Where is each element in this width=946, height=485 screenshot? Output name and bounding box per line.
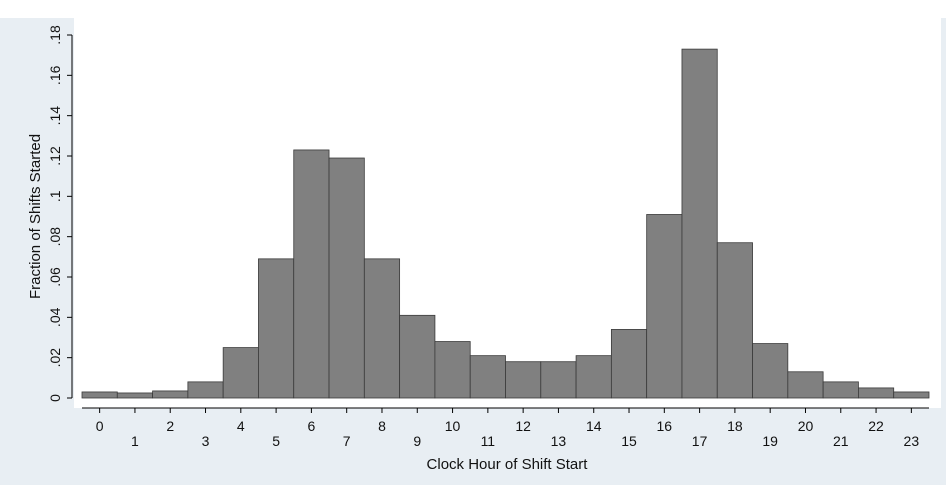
x-tick-label: 0	[96, 418, 104, 434]
bar-hour-10	[434, 341, 471, 399]
y-tick-label: .06	[47, 267, 63, 287]
bar-hour-1	[116, 392, 153, 399]
x-tick-label: 19	[762, 433, 778, 449]
bar-hour-5	[258, 258, 295, 399]
bar-hour-2	[152, 390, 189, 399]
x-tick-label: 6	[308, 418, 316, 434]
plot-area	[74, 18, 941, 408]
y-tick-label: .02	[47, 348, 63, 368]
x-axis-title: Clock Hour of Shift Start	[427, 456, 589, 473]
y-tick-label: .18	[47, 25, 63, 45]
bar-hour-13	[540, 361, 577, 399]
x-tick-label: 3	[202, 433, 210, 449]
bar-hour-3	[187, 381, 224, 399]
x-tick-label: 13	[551, 433, 567, 449]
y-axis-title: Fraction of Shifts Started	[27, 134, 44, 299]
bar-hour-6	[293, 149, 330, 399]
x-tick-label: 20	[798, 418, 814, 434]
bar-hour-22	[858, 387, 895, 399]
x-tick-label: 8	[378, 418, 386, 434]
bar-hour-16	[646, 214, 683, 399]
y-tick-label: 0	[47, 394, 63, 402]
x-tick-label: 18	[727, 418, 743, 434]
bar-hour-15	[610, 329, 648, 399]
bar-hour-0	[81, 391, 118, 399]
y-tick-label: .14	[47, 106, 63, 126]
bar-hour-11	[469, 355, 506, 399]
bar-hour-9	[399, 314, 436, 399]
bar-hour-8	[363, 258, 401, 399]
y-tick-label: .08	[47, 227, 63, 247]
x-tick-label: 16	[657, 418, 673, 434]
x-tick-label: 22	[868, 418, 884, 434]
x-tick-label: 23	[904, 433, 920, 449]
x-tick-label: 11	[481, 433, 496, 449]
bar-hour-14	[575, 355, 612, 399]
x-tick-label: 9	[413, 433, 421, 449]
x-tick-label: 2	[166, 418, 174, 434]
x-tick-label: 10	[445, 418, 461, 434]
y-tick-label: .12	[47, 146, 63, 166]
x-tick-label: 15	[621, 433, 637, 449]
y-tick-label: .04	[47, 307, 63, 327]
x-tick-label: 7	[343, 433, 351, 449]
bar-hour-21	[822, 381, 859, 399]
bar-hour-12	[505, 361, 542, 399]
top-strip	[0, 0, 946, 18]
x-tick-label: 17	[692, 433, 708, 449]
x-tick-label: 21	[833, 433, 849, 449]
bar-hour-7	[328, 157, 365, 399]
x-tick-label: 5	[272, 433, 280, 449]
bar-hour-4	[222, 347, 259, 399]
bar-hour-23	[893, 391, 930, 399]
x-tick-label: 12	[515, 418, 531, 434]
bar-hour-19	[752, 343, 789, 399]
bar-hour-20	[787, 371, 824, 399]
x-tick-label: 1	[131, 433, 139, 449]
y-tick-label: .16	[47, 65, 63, 85]
bar-hour-17	[681, 48, 718, 399]
bars-group	[81, 48, 930, 399]
x-tick-label: 14	[586, 418, 602, 434]
bar-hour-18	[716, 242, 753, 399]
y-tick-label: .1	[47, 190, 63, 202]
axes-group: 0.02.04.06.08.1.12.14.16.180123456789101…	[47, 25, 929, 449]
x-tick-label: 4	[237, 418, 245, 434]
